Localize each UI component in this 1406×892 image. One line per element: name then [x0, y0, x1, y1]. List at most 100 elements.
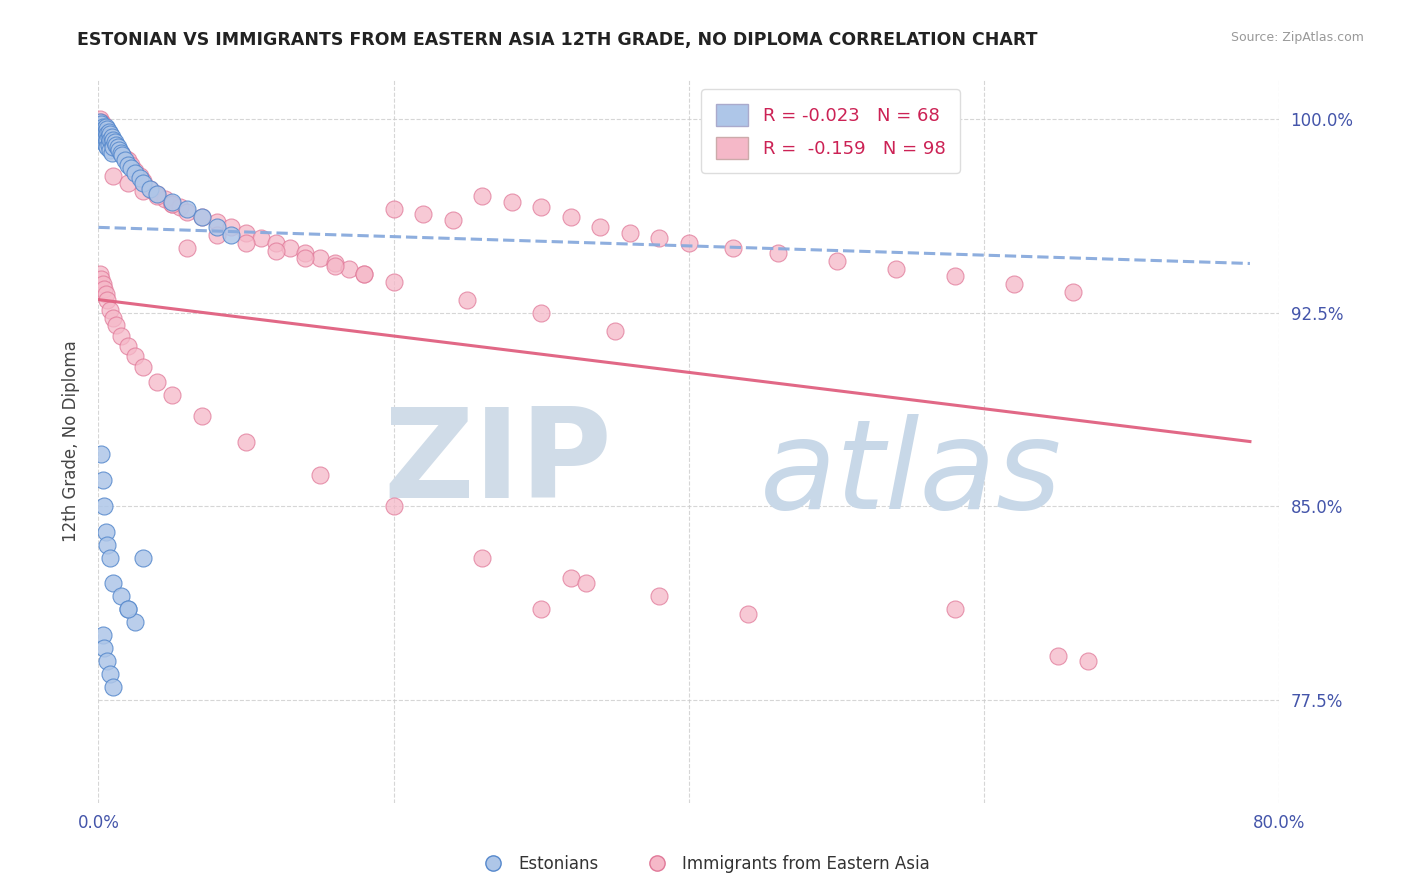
- Point: [309, 252, 332, 266]
- Point: [91, 125, 114, 139]
- Point: [93, 135, 115, 149]
- Point: [93, 120, 115, 134]
- Point: [353, 267, 375, 281]
- Point: [530, 602, 553, 616]
- Point: [93, 640, 115, 655]
- Point: [412, 207, 434, 221]
- Point: [205, 215, 228, 229]
- Point: [678, 235, 700, 250]
- Point: [235, 434, 257, 449]
- Point: [117, 602, 139, 616]
- Point: [96, 538, 118, 552]
- Point: [235, 226, 257, 240]
- Point: [1077, 654, 1099, 668]
- Point: [120, 158, 142, 172]
- Y-axis label: 12th Grade, No Diploma: 12th Grade, No Diploma: [62, 341, 80, 542]
- Point: [91, 473, 114, 487]
- Point: [90, 128, 112, 142]
- Point: [471, 189, 494, 203]
- Point: [221, 228, 243, 243]
- Point: [90, 122, 112, 136]
- Point: [162, 388, 183, 402]
- Point: [530, 200, 553, 214]
- Legend: R = -0.023   N = 68, R =  -0.159   N = 98: R = -0.023 N = 68, R = -0.159 N = 98: [702, 89, 960, 173]
- Point: [221, 220, 243, 235]
- Point: [91, 133, 114, 147]
- Point: [89, 112, 111, 126]
- Point: [176, 241, 198, 255]
- Point: [96, 140, 118, 154]
- Text: atlas: atlas: [759, 414, 1062, 534]
- Point: [94, 137, 117, 152]
- Point: [103, 135, 125, 149]
- Point: [382, 499, 405, 513]
- Point: [103, 140, 125, 154]
- Point: [162, 194, 183, 209]
- Point: [146, 186, 169, 201]
- Point: [103, 680, 125, 694]
- Point: [353, 267, 375, 281]
- Point: [96, 654, 118, 668]
- Point: [94, 130, 117, 145]
- Point: [94, 524, 117, 539]
- Point: [110, 328, 132, 343]
- Point: [139, 181, 162, 195]
- Point: [97, 137, 120, 152]
- Point: [589, 220, 612, 235]
- Point: [114, 153, 136, 168]
- Point: [96, 128, 118, 142]
- Point: [93, 282, 115, 296]
- Point: [124, 350, 146, 364]
- Point: [110, 145, 132, 160]
- Point: [943, 602, 966, 616]
- Point: [111, 148, 134, 162]
- Point: [97, 128, 120, 142]
- Point: [89, 267, 111, 281]
- Point: [100, 145, 122, 160]
- Point: [264, 235, 287, 250]
- Point: [96, 133, 118, 147]
- Point: [766, 246, 789, 260]
- Point: [90, 117, 112, 131]
- Point: [737, 607, 759, 622]
- Point: [128, 171, 150, 186]
- Point: [97, 125, 120, 139]
- Point: [96, 293, 118, 307]
- Point: [264, 244, 287, 258]
- Point: [139, 181, 162, 195]
- Point: [205, 228, 228, 243]
- Point: [107, 140, 129, 154]
- Point: [91, 277, 114, 292]
- Point: [339, 261, 361, 276]
- Point: [235, 235, 257, 250]
- Point: [98, 143, 121, 157]
- Point: [98, 128, 121, 142]
- Point: [110, 590, 132, 604]
- Point: [100, 133, 122, 147]
- Point: [117, 339, 139, 353]
- Point: [132, 177, 155, 191]
- Point: [176, 205, 198, 219]
- Legend: Estonians, Immigrants from Eastern Asia: Estonians, Immigrants from Eastern Asia: [470, 848, 936, 880]
- Point: [104, 135, 127, 149]
- Point: [117, 153, 139, 168]
- Point: [323, 259, 346, 273]
- Point: [90, 272, 112, 286]
- Point: [162, 197, 183, 211]
- Point: [98, 130, 121, 145]
- Point: [132, 550, 155, 565]
- Point: [94, 287, 117, 301]
- Text: ZIP: ZIP: [384, 402, 612, 524]
- Point: [120, 161, 142, 175]
- Point: [117, 158, 139, 172]
- Point: [128, 169, 150, 183]
- Point: [250, 230, 273, 244]
- Point: [117, 177, 139, 191]
- Point: [146, 375, 169, 389]
- Point: [605, 324, 627, 338]
- Point: [100, 135, 122, 149]
- Point: [146, 186, 169, 201]
- Point: [943, 269, 966, 284]
- Point: [162, 197, 183, 211]
- Point: [205, 220, 228, 235]
